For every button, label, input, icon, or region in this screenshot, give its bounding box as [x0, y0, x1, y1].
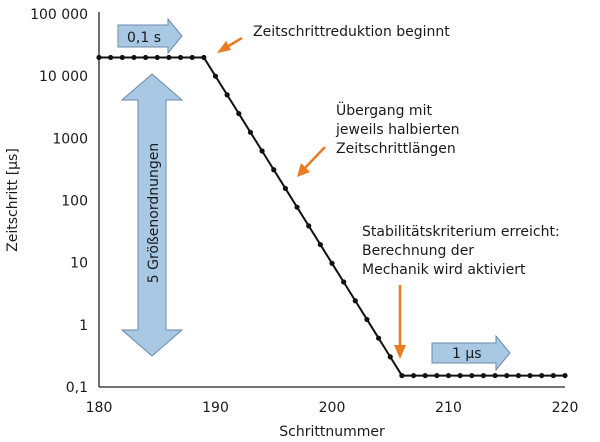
end-step-label: 1 µs: [452, 346, 482, 362]
data-point: [119, 54, 125, 61]
x-tick-label: 200: [319, 400, 346, 416]
data-point: [201, 54, 207, 61]
transition-annotation-line3: Zeitschrittlängen: [336, 141, 456, 157]
reduction-arrow: [217, 36, 243, 53]
data-point: [131, 54, 137, 61]
data-point: [376, 335, 382, 341]
data-point: [422, 372, 428, 379]
data-point: [96, 54, 102, 61]
transition-arrow: [297, 146, 326, 177]
data-point: [177, 54, 184, 61]
data-point: [457, 372, 463, 379]
data-point: [329, 260, 335, 266]
start-step-label: 0,1 s: [127, 30, 161, 46]
end-step-box: [431, 334, 511, 372]
data-point: [352, 298, 358, 304]
data-point: [154, 54, 160, 61]
y-tick-label: 1: [79, 318, 88, 334]
data-point: [434, 372, 440, 379]
x-tick-label: 220: [552, 400, 579, 416]
data-point: [247, 129, 254, 135]
stability-annotation-line2: Berechnung der: [362, 243, 474, 259]
data-point: [387, 354, 393, 360]
data-point: [294, 204, 300, 210]
stability-annotation-line1: Stabilitätskriterium erreicht:: [362, 224, 560, 240]
data-point: [480, 372, 487, 379]
y-tick-label: 10 000: [39, 69, 88, 85]
data-point: [259, 148, 265, 154]
y-tick-label: 1000: [52, 131, 88, 147]
y-tick-label: 100 000: [30, 7, 88, 23]
transition-annotation-line1: Übergang mit: [336, 101, 432, 119]
data-points: [96, 54, 568, 379]
y-tick-label: 0,1: [66, 380, 88, 396]
x-axis-title: Schrittnummer: [279, 424, 385, 440]
data-point: [527, 372, 533, 379]
data-point: [341, 279, 347, 285]
x-tick-labels: 180 190 200 210 220: [86, 400, 579, 416]
start-step-box: [117, 17, 183, 55]
data-point: [282, 185, 288, 192]
data-point: [317, 241, 323, 248]
data-point: [539, 372, 545, 379]
data-point: [143, 54, 149, 61]
series-line: [99, 56, 565, 377]
stability-arrow: [394, 285, 406, 359]
magnitude-double-arrow: [120, 73, 184, 357]
data-point: [504, 372, 510, 379]
reduction-start-annotation: Zeitschrittreduktion beginnt: [253, 24, 450, 40]
y-tick-label: 10: [70, 256, 88, 272]
data-point: [550, 372, 556, 379]
x-tick-label: 190: [202, 400, 229, 416]
data-point: [515, 372, 522, 379]
y-tick-label: 100: [61, 194, 88, 210]
data-point: [364, 316, 370, 323]
data-point: [108, 54, 114, 61]
data-point: [224, 92, 230, 98]
y-axis-title: Zeitschritt [µs]: [5, 148, 21, 252]
data-point: [212, 73, 219, 79]
data-point: [445, 372, 452, 379]
magnitude-label: 5 Größenordnungen: [146, 143, 162, 283]
data-point: [562, 372, 568, 379]
data-point: [492, 372, 498, 379]
data-point: [399, 372, 405, 379]
data-point: [306, 223, 312, 229]
data-point: [236, 110, 242, 117]
x-tick-label: 210: [435, 400, 462, 416]
data-point: [469, 372, 475, 379]
y-tick-labels: 0,1 1 10 100 1000 10 000 100 000: [30, 7, 88, 396]
transition-annotation-line2: jeweils halbierten: [335, 122, 460, 138]
data-point: [166, 54, 172, 61]
data-point: [410, 372, 417, 379]
data-point: [189, 54, 195, 61]
data-point: [271, 167, 277, 173]
x-tick-label: 180: [86, 400, 113, 416]
stability-annotation-line3: Mechanik wird aktiviert: [362, 262, 526, 278]
